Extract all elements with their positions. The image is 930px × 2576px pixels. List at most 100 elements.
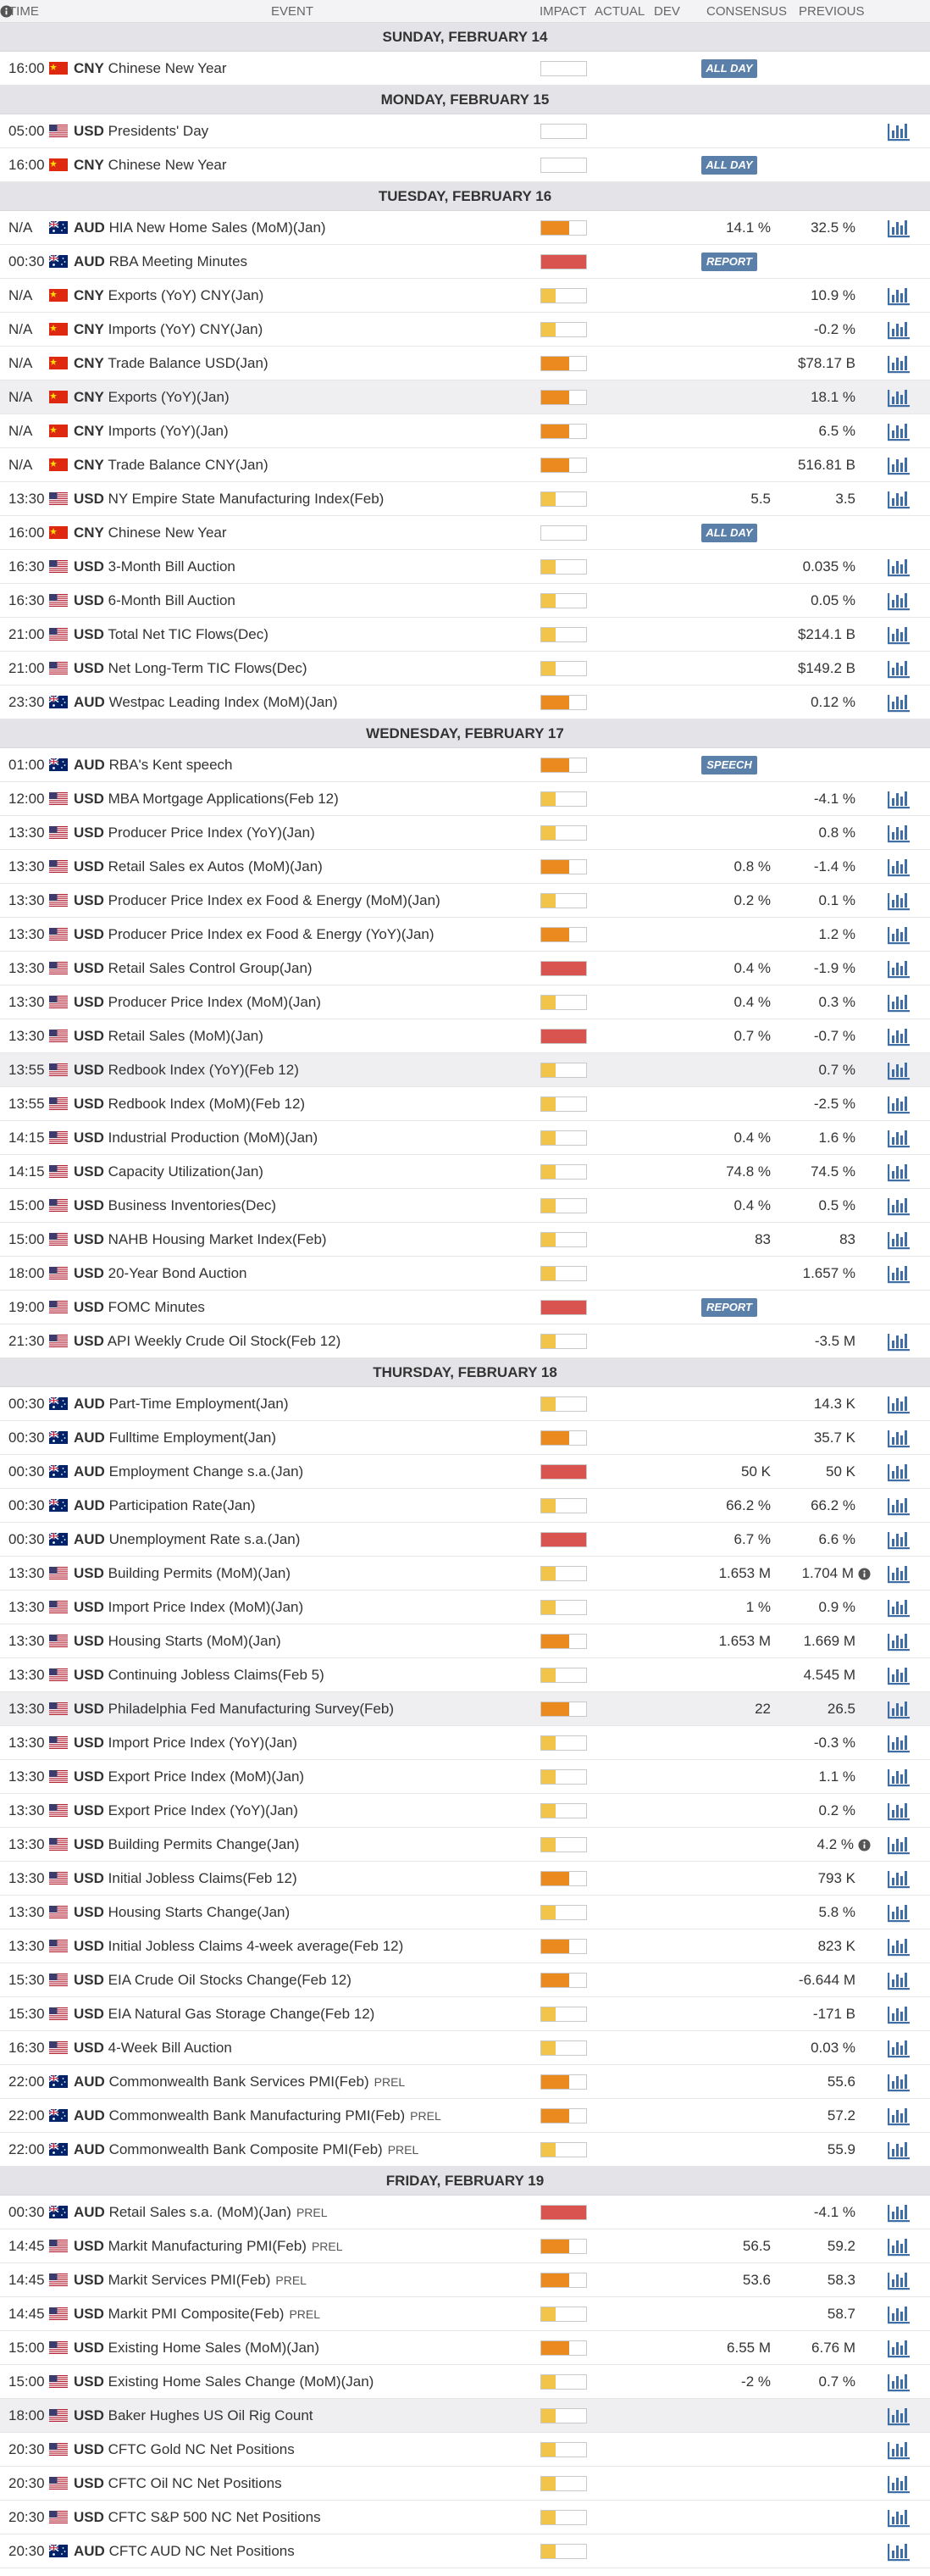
chart-icon[interactable] [886,285,911,307]
info-icon[interactable] [858,1839,871,1852]
chart-icon[interactable] [886,1461,911,1483]
chart-icon[interactable] [886,1800,911,1822]
flag [49,1465,68,1478]
chart-icon[interactable] [886,2405,911,2427]
chart-icon[interactable] [886,1868,911,1890]
chart-icon[interactable] [886,1229,911,1251]
chart-icon[interactable] [886,1195,911,1217]
chart-icon[interactable] [886,1766,911,1788]
chart-icon[interactable] [886,924,911,946]
event-row: 21:00 USD Total Net TIC Flows(Dec) $214.1 … [0,618,930,652]
flag [49,962,68,974]
event-title: Exports (YoY)(Jan) [108,389,230,405]
chart-icon[interactable] [886,1664,911,1686]
column-header: IMPACT [540,4,587,19]
info-icon[interactable] [858,1568,871,1580]
event-title: Initial Jobless Claims(Feb 12) [108,1870,297,1886]
chart-icon[interactable] [886,217,911,239]
chart-icon[interactable] [886,1093,911,1115]
chart-icon[interactable] [886,2201,911,2223]
day-header: MONDAY, FEBRUARY 15 [0,86,930,114]
event-time: 22:00 [8,2141,45,2157]
chart-icon[interactable] [886,2303,911,2325]
chart-icon[interactable] [886,1834,911,1856]
chart-icon[interactable] [886,319,911,341]
chart-icon[interactable] [886,1935,911,1957]
impact-fill [541,323,556,336]
chart-icon[interactable] [886,856,911,878]
chart-icon[interactable] [886,2540,911,2562]
chart-icon[interactable] [886,2371,911,2393]
event-row: 15:00 USD Existing Home Sales Change (MoM… [0,2365,930,2399]
chart-icon[interactable] [886,1330,911,1352]
chart-icon[interactable] [886,2269,911,2291]
chart-icon[interactable] [886,1161,911,1183]
impact-indicator [540,424,587,439]
chart-icon[interactable] [886,958,911,980]
chart-icon[interactable] [886,2105,911,2127]
chart-icon[interactable] [886,2139,911,2161]
chart-icon[interactable] [886,1529,911,1551]
chart-icon[interactable] [886,2003,911,2025]
chart-icon[interactable] [886,2235,911,2257]
chart-icon[interactable] [886,658,911,680]
event-name: USD Import Price Index (YoY)(Jan) [74,1726,297,1760]
event-title: Business Inventories(Dec) [108,1197,277,1213]
chart-icon[interactable] [886,2037,911,2059]
chart-icon[interactable] [886,2473,911,2495]
chart-icon[interactable] [886,2439,911,2461]
event-title: Part-Time Employment(Jan) [108,1396,289,1412]
chart-icon[interactable] [886,386,911,408]
chart-icon[interactable] [886,1263,911,1285]
chart-icon[interactable] [886,120,911,142]
event-time: 15:00 [8,1197,45,1213]
currency: AUD [74,1396,105,1412]
chart-icon[interactable] [886,1901,911,1924]
event-row: 13:30 USD Philadelphia Fed Manufacturing … [0,1692,930,1726]
chart-icon[interactable] [886,2071,911,2093]
chart-icon[interactable] [886,1969,911,1991]
event-suffix: PREL [289,2307,321,2321]
chart-icon[interactable] [886,1698,911,1720]
impact-fill [541,1431,569,1445]
chart-icon[interactable] [886,1630,911,1652]
currency: USD [74,1802,104,1818]
chart-icon[interactable] [886,1025,911,1047]
chart-icon[interactable] [886,353,911,375]
event-suffix: PREL [275,2273,307,2287]
chart-icon[interactable] [886,890,911,912]
chart-icon[interactable] [886,488,911,510]
chart-icon[interactable] [886,556,911,578]
impact-indicator [540,593,587,608]
flag [49,2007,68,2020]
event-name: USD Retail Sales ex Autos (MoM)(Jan) [74,850,323,884]
info-icon[interactable] [0,5,13,18]
chart-icon[interactable] [886,1393,911,1415]
chart-icon[interactable] [886,1495,911,1517]
chart-icon[interactable] [886,624,911,646]
event-time: 13:30 [8,1701,45,1717]
currency: USD [74,1197,104,1213]
chart-icon[interactable] [886,1732,911,1754]
chart-icon[interactable] [886,420,911,442]
event-name: USD Existing Home Sales Change (MoM)(Jan… [74,2365,374,2399]
event-title: Net Long-Term TIC Flows(Dec) [108,660,307,676]
chart-icon[interactable] [886,991,911,1013]
previous: 0.9 % [818,1599,855,1615]
chart-icon[interactable] [886,454,911,476]
chart-icon[interactable] [886,1127,911,1149]
event-row: 23:30 AUD Westpac Leading Index (MoM)(Jan… [0,686,930,719]
flag [49,458,68,471]
chart-icon[interactable] [886,788,911,810]
chart-icon[interactable] [886,590,911,612]
chart-icon[interactable] [886,691,911,713]
chart-icon[interactable] [886,822,911,844]
chart-icon[interactable] [886,1596,911,1618]
chart-icon[interactable] [886,1427,911,1449]
impact-fill [541,357,569,370]
event-name: USD Existing Home Sales (MoM)(Jan) [74,2331,319,2365]
chart-icon[interactable] [886,2337,911,2359]
chart-icon[interactable] [886,2507,911,2529]
chart-icon[interactable] [886,1059,911,1081]
chart-icon[interactable] [886,1563,911,1585]
